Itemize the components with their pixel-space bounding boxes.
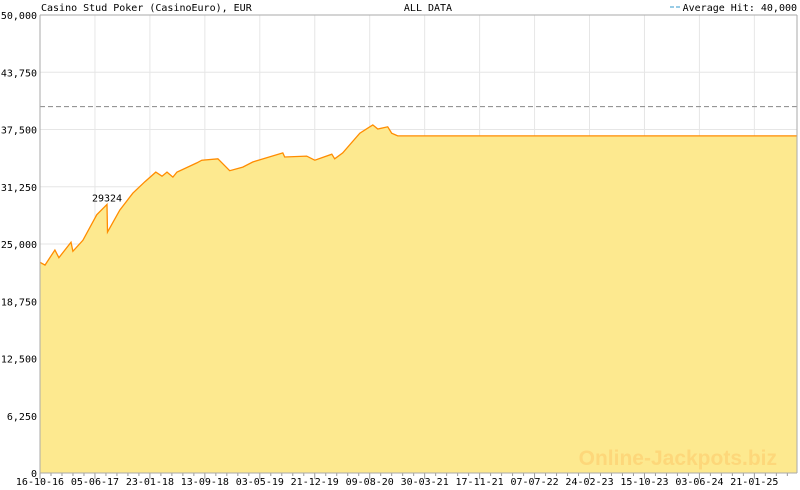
y-tick-label: 0 — [31, 469, 37, 480]
x-tick-label: 09-08-20 — [346, 477, 394, 488]
x-axis-ticks: 16-10-16 05-06-17 23-01-18 13-09-18 03-05-19… — [16, 477, 779, 488]
legend-label: Average Hit: 40,000 — [683, 3, 797, 14]
legend: Average Hit: 40,000 — [670, 3, 797, 14]
watermark: Online-Jackpots.biz — [579, 447, 777, 470]
chart-title: Casino Stud Poker (CasinoEuro), EUR — [41, 3, 253, 14]
x-tick-label: 24-02-23 — [565, 477, 613, 488]
y-axis-ticks: 0 6,250 12,500 18,750 25,000 31,250 37,500 43,7… — [1, 11, 37, 480]
peak-annotation: 29324 — [92, 193, 122, 204]
y-tick-label: 18,750 — [1, 297, 37, 308]
area-fill — [40, 124, 797, 474]
y-tick-label: 43,750 — [1, 68, 37, 79]
x-tick-label: 13-09-18 — [181, 477, 229, 488]
chart-subtitle: ALL DATA — [404, 3, 452, 14]
y-tick-label: 50,000 — [1, 11, 37, 22]
x-tick-label: 21-01-25 — [730, 477, 778, 488]
x-tick-label: 03-05-19 — [236, 477, 284, 488]
x-tick-label: 17-11-21 — [456, 477, 504, 488]
y-tick-label: 37,500 — [1, 126, 37, 137]
series-line — [39, 124, 797, 266]
x-tick-label: 21-12-19 — [291, 477, 339, 488]
x-tick-label: 15-10-23 — [620, 477, 668, 488]
axes — [39, 14, 798, 479]
y-tick-label: 6,250 — [7, 412, 37, 423]
x-tick-label: 05-06-17 — [71, 477, 119, 488]
x-tick-label: 07-07-22 — [510, 477, 558, 488]
y-tick-label: 31,250 — [1, 183, 37, 194]
y-tick-label: 25,000 — [1, 240, 37, 251]
y-tick-label: 12,500 — [1, 355, 37, 366]
x-tick-label: 23-01-18 — [126, 477, 174, 488]
x-tick-label: 30-03-21 — [401, 477, 449, 488]
x-tick-label: 03-06-24 — [675, 477, 723, 488]
x-tick-label: 16-10-16 — [16, 477, 64, 488]
